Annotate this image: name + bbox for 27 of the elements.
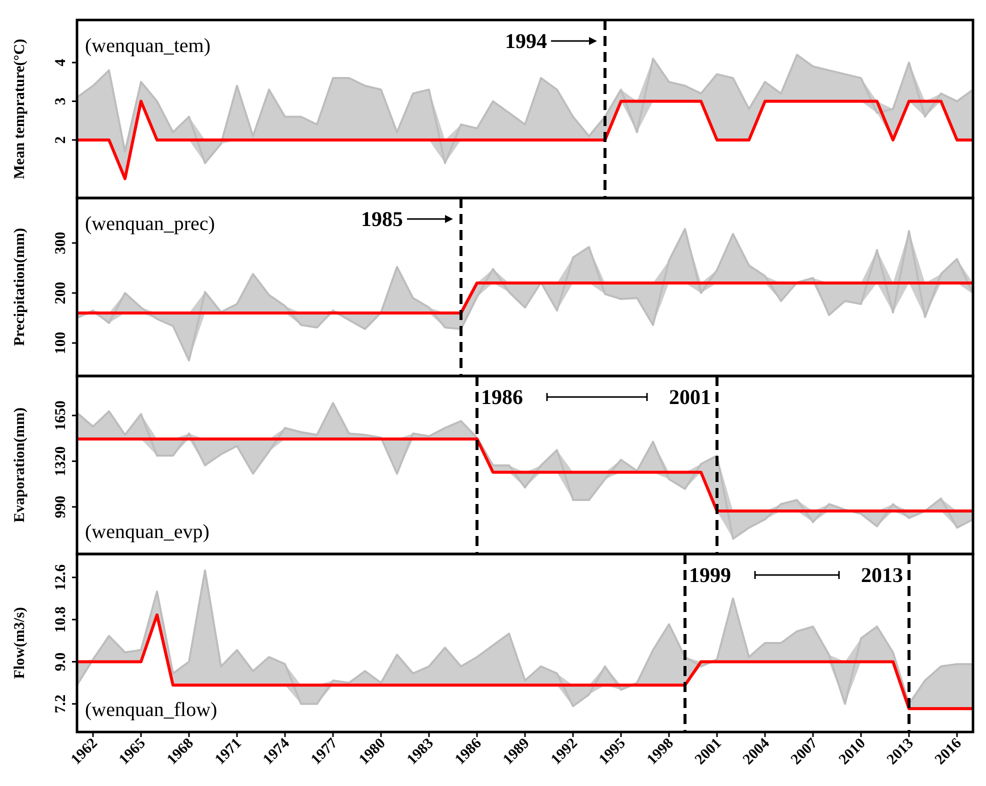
y-tick-label: 3 (53, 98, 69, 106)
y-tick-label: 9.0 (53, 652, 69, 672)
annotation: (wenquan_tem) (85, 35, 211, 57)
ref-line-label: 1986 (481, 385, 523, 409)
y-axis-title: Flow(m3/s) (12, 607, 28, 679)
ref-line-label: 2013 (861, 563, 903, 587)
y-tick-label: 990 (53, 496, 69, 518)
y-axis-title: Mean temprature(°C) (12, 38, 28, 180)
y-tick-label: 1650 (53, 400, 69, 430)
y-tick-label: 4 (53, 58, 69, 66)
ref-line-label: 1985 (361, 207, 403, 231)
ref-line-label: 1999 (689, 563, 731, 587)
y-tick-label: 100 (53, 332, 69, 354)
y-tick-label: 7.2 (53, 694, 69, 714)
ref-line-label: 2001 (669, 385, 711, 409)
ref-line-label: 1994 (505, 29, 548, 53)
y-axis-title: Precipitation(mm) (12, 228, 28, 346)
annotation: (wenquan_prec) (85, 213, 215, 235)
annotation: (wenquan_flow) (85, 699, 218, 721)
y-tick-label: 1320 (53, 446, 69, 476)
y-tick-label: 10.8 (53, 606, 69, 633)
y-tick-label: 300 (53, 232, 69, 254)
annotation: (wenquan_evp) (85, 521, 210, 543)
y-tick-label: 2 (53, 136, 69, 144)
y-axis-title: Evaporation(mm) (12, 408, 28, 522)
y-tick-label: 200 (53, 282, 69, 304)
y-tick-label: 12.6 (53, 564, 69, 591)
